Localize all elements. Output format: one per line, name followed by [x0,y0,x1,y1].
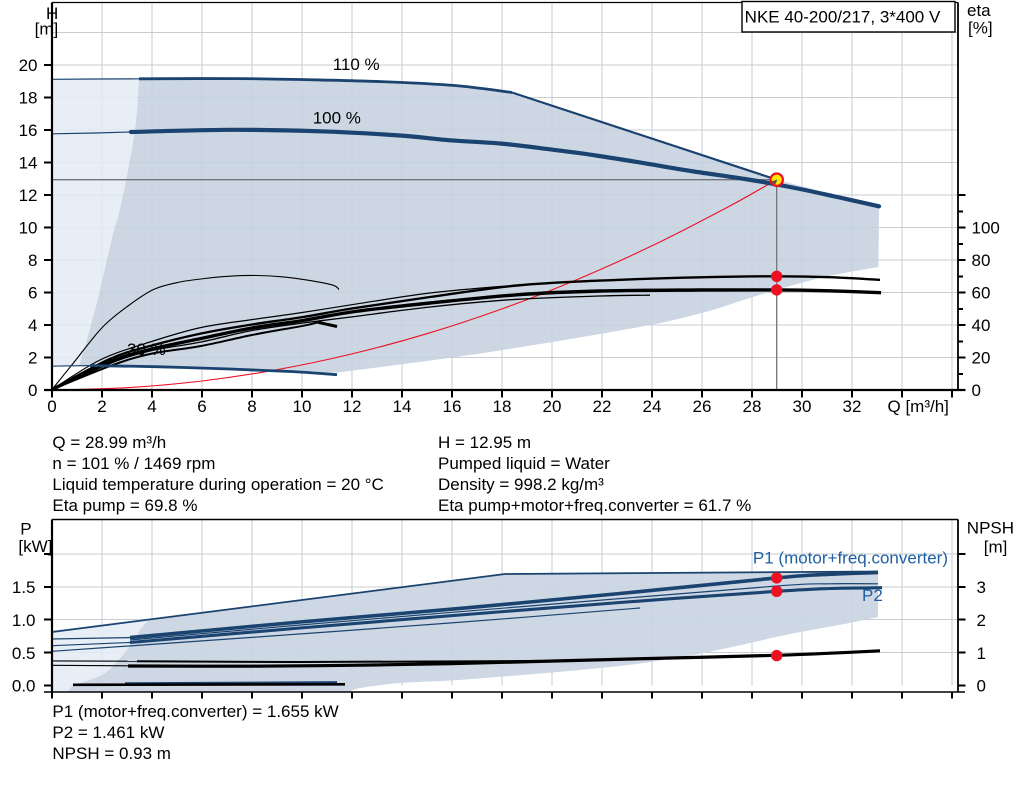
svg-text:[%]: [%] [968,19,993,38]
svg-text:Liquid temperature during oper: Liquid temperature during operation = 20… [52,475,383,494]
svg-text:P1 (motor+freq.converter): P1 (motor+freq.converter) [753,549,948,568]
svg-text:30 %: 30 % [127,340,166,359]
svg-text:0: 0 [47,397,56,416]
svg-text:4: 4 [147,397,156,416]
svg-text:28: 28 [743,397,762,416]
svg-text:60: 60 [972,284,991,303]
svg-text:0: 0 [972,381,981,400]
svg-text:Q = 28.99 m³/h: Q = 28.99 m³/h [52,433,166,452]
svg-text:80: 80 [972,251,991,270]
svg-text:8: 8 [247,397,256,416]
svg-text:2: 2 [97,397,106,416]
svg-text:1: 1 [977,644,986,663]
svg-text:20: 20 [19,56,38,75]
svg-text:Eta pump = 69.8 %: Eta pump = 69.8 % [52,496,197,515]
svg-text:P1 (motor+freq.converter) = 1.: P1 (motor+freq.converter) = 1.655 kW [52,702,338,721]
svg-text:P2 = 1.461 kW: P2 = 1.461 kW [52,723,164,742]
svg-text:18: 18 [19,89,38,108]
svg-text:[kW]: [kW] [18,537,52,556]
svg-text:32: 32 [843,397,862,416]
svg-text:100 %: 100 % [313,108,361,127]
svg-text:0.0: 0.0 [12,677,36,696]
svg-text:0.5: 0.5 [12,644,36,663]
svg-text:Eta pump+motor+freq.converter: Eta pump+motor+freq.converter = 61.7 % [438,496,751,515]
svg-text:Q [m³/h]: Q [m³/h] [888,397,949,416]
svg-text:8: 8 [28,251,37,270]
svg-text:P2: P2 [862,586,883,605]
svg-text:20: 20 [543,397,562,416]
svg-text:12: 12 [343,397,362,416]
svg-text:n = 101 % / 1469 rpm: n = 101 % / 1469 rpm [52,454,215,473]
svg-text:H: H [46,4,58,23]
svg-text:6: 6 [197,397,206,416]
svg-text:[m]: [m] [984,537,1008,556]
svg-text:10: 10 [19,219,38,238]
svg-text:110 %: 110 % [333,55,380,74]
svg-text:0: 0 [977,677,986,696]
svg-text:NPSH: NPSH [967,518,1014,537]
svg-text:14: 14 [19,154,38,173]
svg-text:10: 10 [293,397,312,416]
svg-text:26: 26 [693,397,712,416]
svg-text:2: 2 [977,611,986,630]
svg-text:[m]: [m] [35,19,59,38]
svg-text:30: 30 [793,397,812,416]
svg-text:16: 16 [19,121,38,140]
svg-text:22: 22 [593,397,612,416]
svg-text:20: 20 [972,349,991,368]
svg-text:1.5: 1.5 [12,578,36,597]
svg-text:0: 0 [28,381,37,400]
svg-text:1.0: 1.0 [12,611,36,630]
svg-text:3: 3 [977,578,986,597]
svg-text:4: 4 [28,316,37,335]
svg-text:2: 2 [28,349,37,368]
svg-text:40: 40 [972,316,991,335]
svg-text:H = 12.95 m: H = 12.95 m [438,433,531,452]
svg-text:16: 16 [443,397,462,416]
svg-text:eta: eta [967,1,991,20]
svg-text:100: 100 [972,219,1000,238]
svg-text:Pumped liquid = Water: Pumped liquid = Water [438,454,610,473]
svg-text:NKE 40-200/217, 3*400 V: NKE 40-200/217, 3*400 V [745,8,941,27]
svg-text:Density = 998.2 kg/m³: Density = 998.2 kg/m³ [438,475,604,494]
svg-text:P: P [20,519,31,538]
svg-text:24: 24 [643,397,662,416]
svg-text:NPSH = 0.93 m: NPSH = 0.93 m [52,744,171,763]
svg-text:12: 12 [19,186,38,205]
svg-text:6: 6 [28,284,37,303]
svg-text:18: 18 [493,397,512,416]
svg-text:14: 14 [393,397,412,416]
